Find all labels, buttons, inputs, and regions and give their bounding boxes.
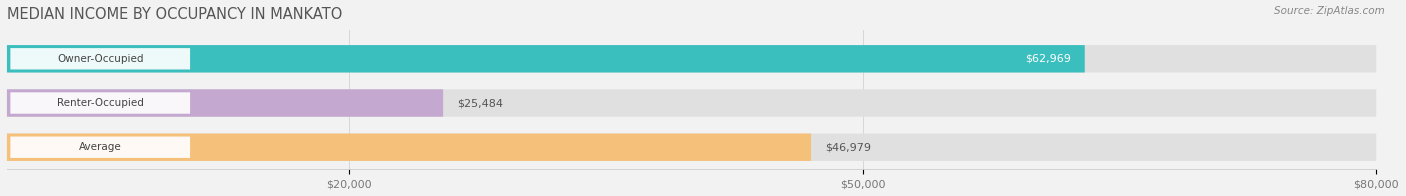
Text: Renter-Occupied: Renter-Occupied	[56, 98, 143, 108]
Text: $25,484: $25,484	[457, 98, 503, 108]
Text: MEDIAN INCOME BY OCCUPANCY IN MANKATO: MEDIAN INCOME BY OCCUPANCY IN MANKATO	[7, 7, 342, 22]
FancyBboxPatch shape	[7, 45, 1085, 73]
Text: $62,969: $62,969	[1025, 54, 1071, 64]
FancyBboxPatch shape	[10, 92, 190, 114]
FancyBboxPatch shape	[10, 137, 190, 158]
FancyBboxPatch shape	[10, 48, 190, 70]
FancyBboxPatch shape	[7, 133, 1376, 161]
FancyBboxPatch shape	[7, 45, 1376, 73]
Text: $46,979: $46,979	[825, 142, 870, 152]
Text: Source: ZipAtlas.com: Source: ZipAtlas.com	[1274, 6, 1385, 16]
FancyBboxPatch shape	[7, 133, 811, 161]
Text: Average: Average	[79, 142, 121, 152]
FancyBboxPatch shape	[7, 89, 443, 117]
Text: Owner-Occupied: Owner-Occupied	[58, 54, 143, 64]
FancyBboxPatch shape	[7, 89, 1376, 117]
